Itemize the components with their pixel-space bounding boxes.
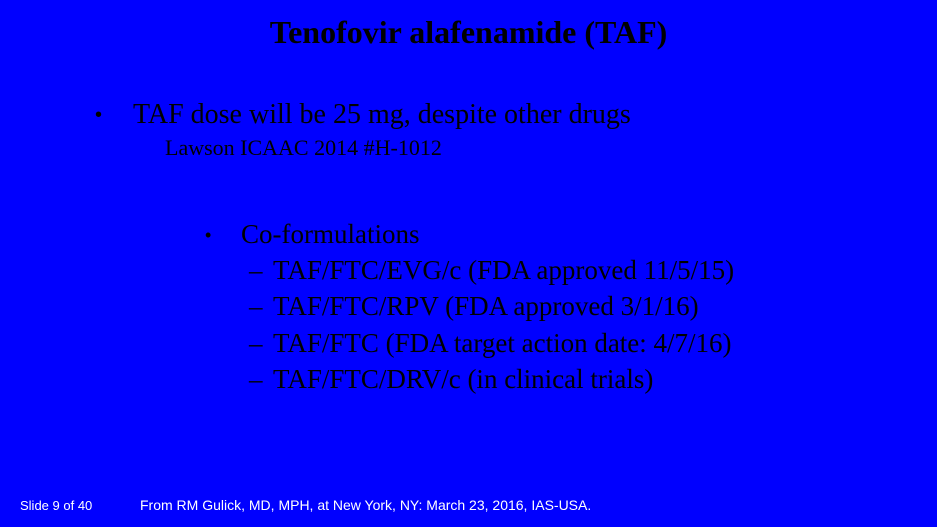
sub-header-row: • Co-formulations [205, 219, 937, 250]
top-bullet-text: TAF dose will be 25 mg, despite other dr… [133, 99, 631, 131]
dash-icon: – [249, 288, 273, 324]
footer-citation: From RM Gulick, MD, MPH, at New York, NY… [140, 497, 591, 513]
sub-item-text: TAF/FTC/EVG/c (FDA approved 11/5/15) [273, 252, 734, 288]
sub-item-text: TAF/FTC/RPV (FDA approved 3/1/16) [273, 288, 699, 324]
content-area: • TAF dose will be 25 mg, despite other … [0, 59, 937, 398]
top-bullet-row: • TAF dose will be 25 mg, despite other … [95, 99, 937, 131]
sub-header-text: Co-formulations [241, 219, 419, 250]
bullet-icon: • [205, 225, 241, 246]
list-item: – TAF/FTC/DRV/c (in clinical trials) [249, 361, 937, 397]
list-item: – TAF/FTC/RPV (FDA approved 3/1/16) [249, 288, 937, 324]
dash-icon: – [249, 325, 273, 361]
list-item: – TAF/FTC/EVG/c (FDA approved 11/5/15) [249, 252, 937, 288]
list-item: – TAF/FTC (FDA target action date: 4/7/1… [249, 325, 937, 361]
coformulations-section: • Co-formulations – TAF/FTC/EVG/c (FDA a… [95, 161, 937, 398]
dash-icon: – [249, 361, 273, 397]
slide-title: Tenofovir alafenamide (TAF) [0, 0, 937, 59]
dash-icon: – [249, 252, 273, 288]
sub-list: – TAF/FTC/EVG/c (FDA approved 11/5/15) –… [205, 250, 937, 398]
citation-text: Lawson ICAAC 2014 #H-1012 [95, 131, 937, 161]
sub-item-text: TAF/FTC/DRV/c (in clinical trials) [273, 361, 653, 397]
footer: Slide 9 of 40 From RM Gulick, MD, MPH, a… [0, 497, 937, 513]
slide-number: Slide 9 of 40 [0, 498, 140, 513]
sub-item-text: TAF/FTC (FDA target action date: 4/7/16) [273, 325, 732, 361]
bullet-icon: • [95, 104, 133, 127]
